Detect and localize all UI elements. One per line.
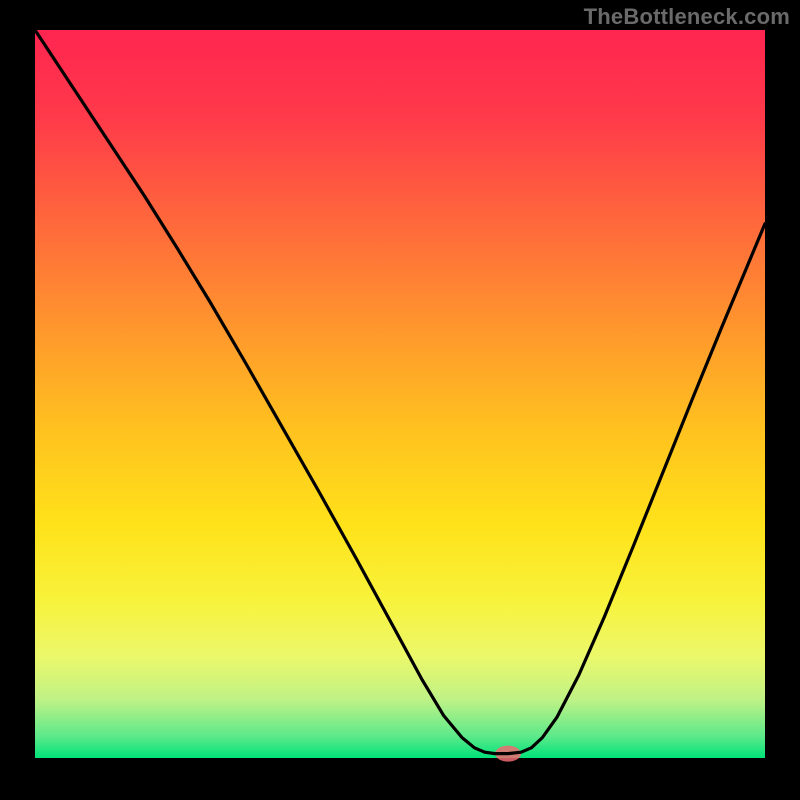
chart-svg xyxy=(0,0,800,800)
chart-root: TheBottleneck.com xyxy=(0,0,800,800)
watermark-text: TheBottleneck.com xyxy=(584,4,790,30)
plot-background xyxy=(35,30,765,758)
